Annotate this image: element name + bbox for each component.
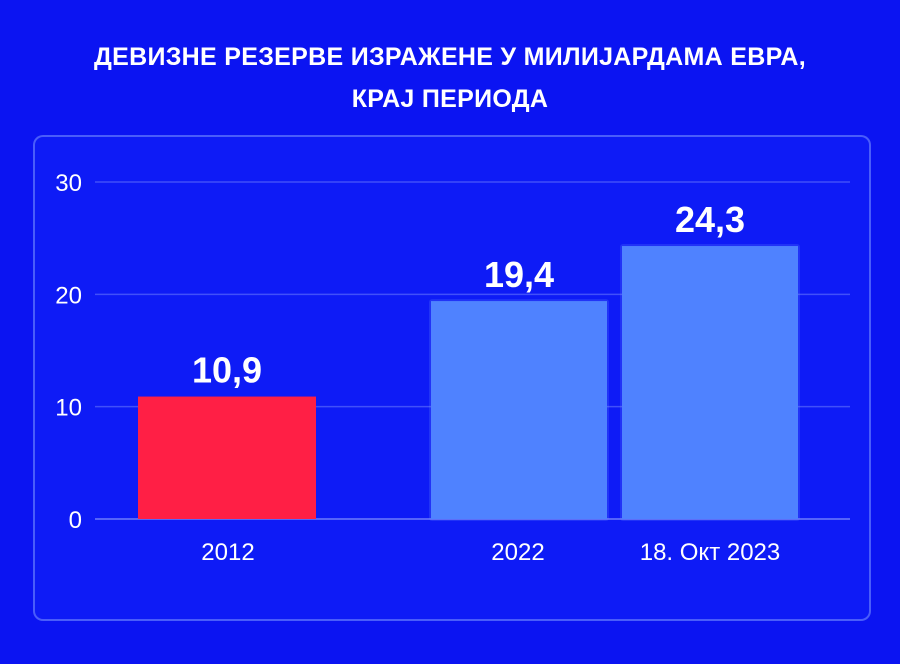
- bar-18-окт-2023: [622, 246, 798, 519]
- bar-2012: [138, 396, 316, 519]
- y-tick-label: 0: [69, 507, 82, 534]
- bar-2022: [431, 301, 607, 519]
- y-tick-label: 20: [55, 282, 82, 309]
- chart-title-line-1: ДЕВИЗНЕ РЕЗЕРВЕ ИЗРАЖЕНЕ У МИЛИЈАРДАМА Е…: [94, 43, 806, 71]
- chart-title: ДЕВИЗНЕ РЕЗЕРВЕ ИЗРАЖЕНЕ У МИЛИЈАРДАМА Е…: [0, 36, 900, 120]
- x-category-label: 18. Окт 2023: [640, 539, 781, 566]
- x-category-label: 2012: [201, 539, 254, 566]
- bar-value-label: 10,9: [192, 350, 262, 391]
- y-tick-label: 30: [55, 170, 82, 197]
- x-category-label: 2022: [491, 539, 544, 566]
- y-tick-label: 10: [55, 395, 82, 422]
- chart-title-line-2: КРАЈ ПЕРИОДА: [351, 85, 549, 113]
- bar-value-label: 19,4: [484, 254, 554, 295]
- bar-value-label: 24,3: [675, 199, 745, 240]
